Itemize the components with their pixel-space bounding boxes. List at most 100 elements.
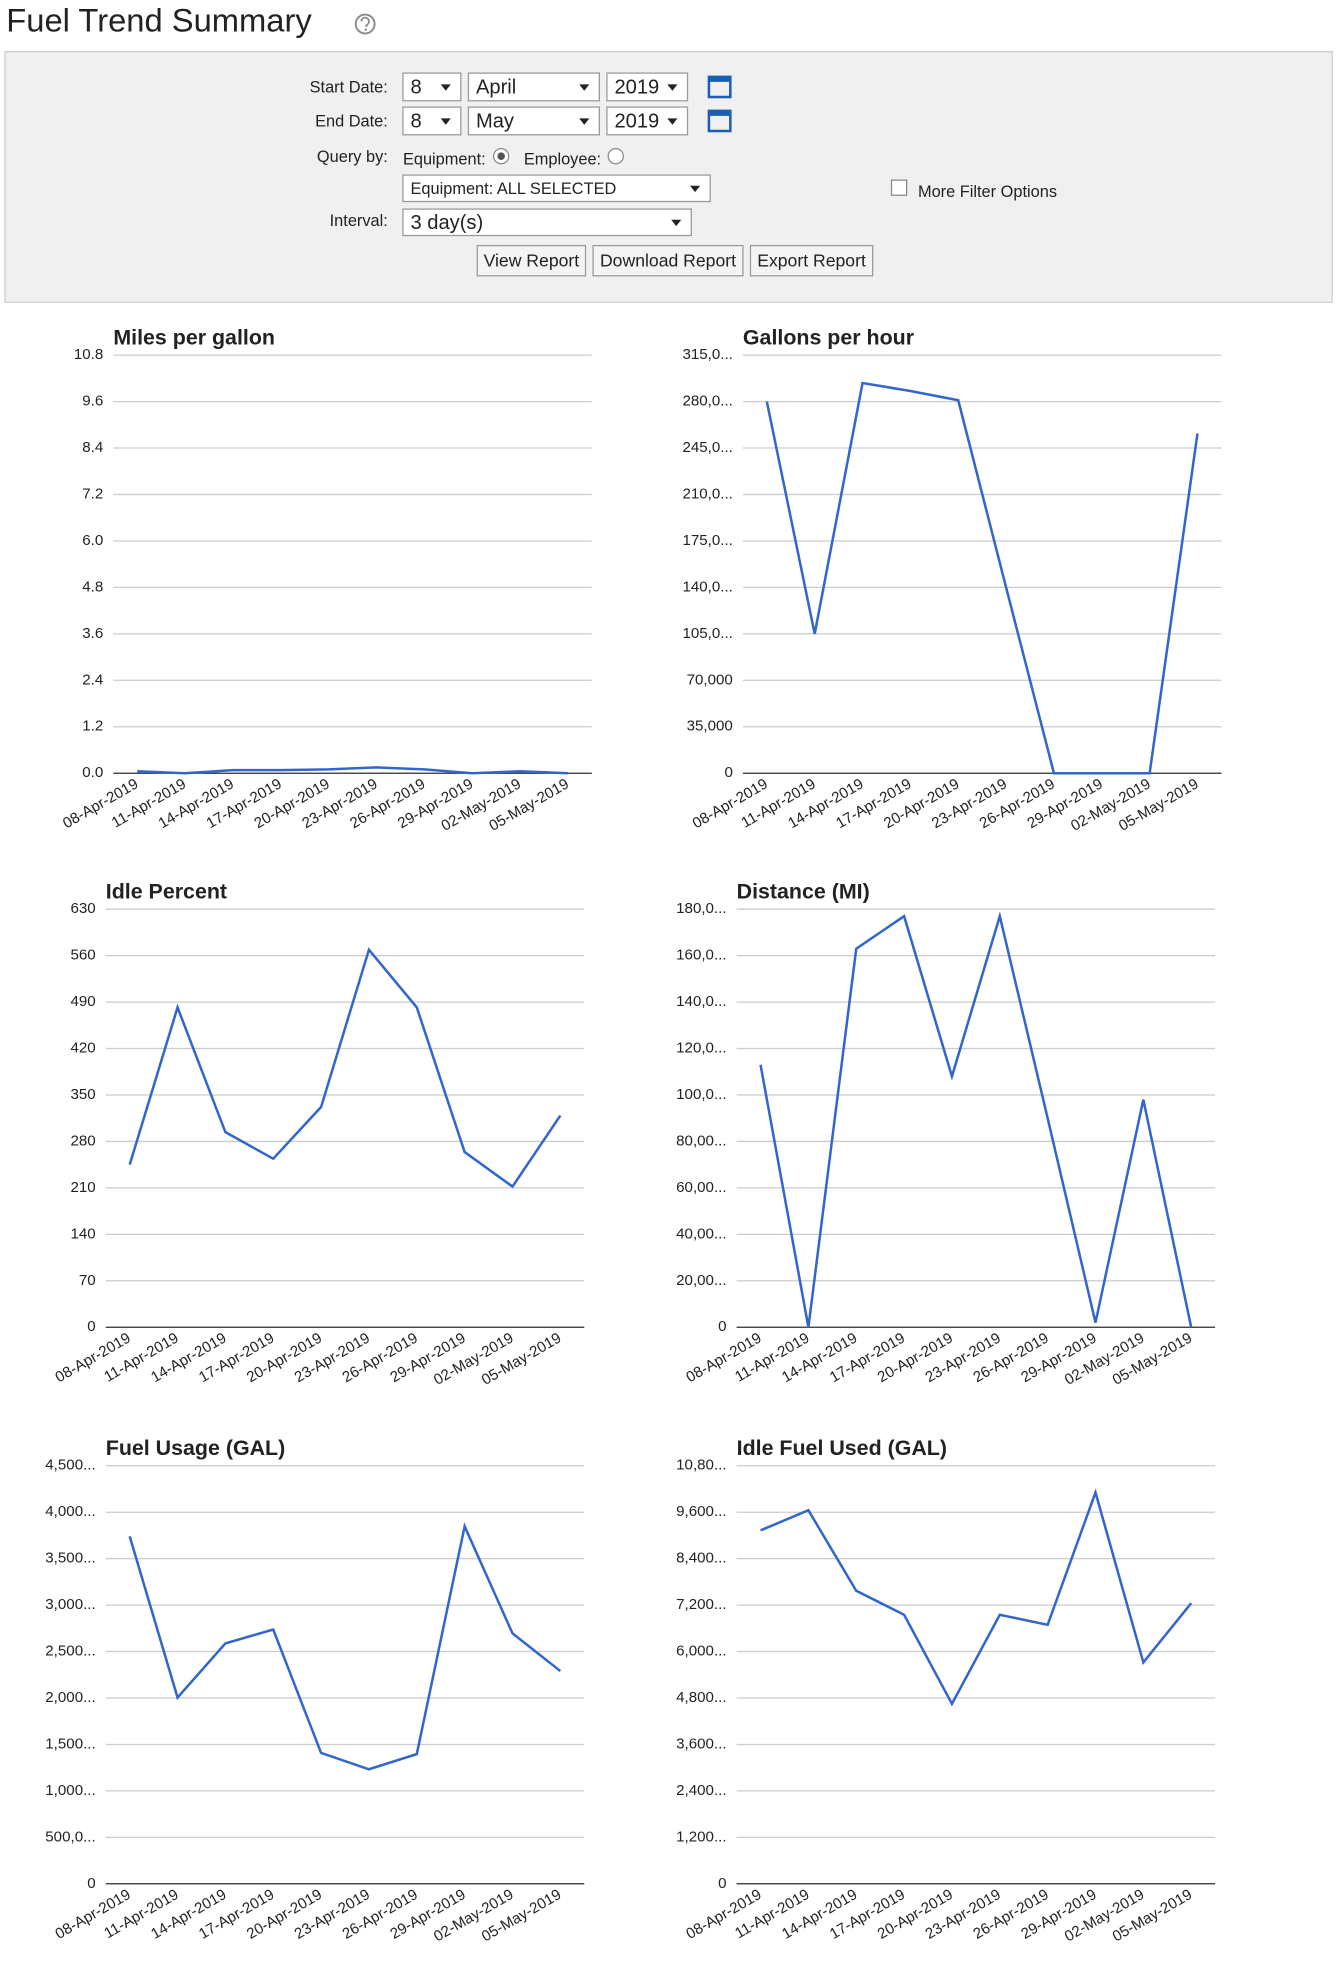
y-tick-label: 7.2 [82,485,103,502]
button[interactable]: Download Report [592,244,744,277]
checkbox-label: More Filter Options [918,183,1057,201]
y-tick-label: 8.4 [82,439,103,456]
select-value: 8 [410,77,421,99]
button-box [592,244,744,277]
y-tick-label: 1.2 [82,718,103,735]
select-box [467,106,601,136]
chart: Idle Percent0701402102803504204905606300… [52,879,585,1389]
label: Equipment: [403,150,486,168]
y-tick-label: 2,500... [45,1643,95,1660]
select-arrow [440,84,451,91]
chart-title: Gallons per hour [743,325,914,349]
button-label: Download Report [600,251,736,271]
line-series [128,1522,562,1771]
y-tick-label: 60,00... [676,1179,726,1196]
select-box [402,174,711,203]
y-tick-label: 160,0... [676,947,726,964]
y-tick-label: 180,0... [676,900,726,917]
checkbox[interactable] [890,179,908,196]
y-tick-label: 35,000 [687,718,733,735]
y-tick-label: 70,000 [687,671,733,688]
y-tick-label: 490 [70,993,95,1010]
select[interactable]: April [467,72,601,102]
line-series [759,911,1193,1328]
select-arrow [690,185,701,193]
select-arrow [579,84,590,91]
select-box [402,106,462,136]
y-tick-label: 10.8 [74,346,103,363]
chart: Distance (MI) 0 20,00... 40,00... 60,00... 80… [676,879,1216,1389]
chart: Miles per gallon 0.0 1.2 2.4 3.6 4.8 6.0 7.2 8.4… [60,325,592,835]
button[interactable]: View Report [476,244,587,277]
select[interactable]: 2019 [606,72,689,102]
button[interactable]: Export Report [749,244,874,277]
y-tick-label: 140,0... [676,993,726,1010]
select[interactable]: 3 day(s) [402,208,692,237]
label: Interval: [330,212,388,230]
chart-title: Idle Percent [106,879,227,903]
select-box [402,208,692,237]
y-tick-label: 280 [70,1132,95,1149]
select-value: 2019 [614,77,659,99]
chart-title: Distance (MI) [737,879,870,903]
calendar-icon[interactable] [707,109,732,133]
select[interactable]: 8 [402,106,462,136]
y-tick-label: 315,0... [682,346,732,363]
y-tick-label: 140 [70,1225,95,1242]
y-tick-label: 1,200... [676,1828,726,1845]
y-tick-label: 140,0... [682,578,732,595]
select-value: 3 day(s) [410,212,483,234]
y-tick-label: 6,000... [676,1643,726,1660]
help-icon[interactable] [354,13,376,35]
y-tick-label: 0 [87,1875,95,1892]
y-tick-label: 70 [79,1272,96,1289]
y-tick-label: 210 [70,1179,95,1196]
y-tick-label: 245,0... [682,439,732,456]
chart-title: Idle Fuel Used (GAL) [737,1436,947,1460]
y-tick-label: 9.6 [82,393,103,410]
y-tick-label: 560 [70,947,95,964]
button-box [749,244,874,277]
select-arrow [440,118,451,125]
button-box [476,244,587,277]
y-tick-label: 1,500... [45,1735,95,1752]
select-arrow [579,118,590,125]
y-tick-label: 4.8 [82,578,103,595]
page-title: Fuel Trend Summary [6,1,312,38]
y-tick-label: 2,400... [676,1782,726,1799]
y-tick-label: 4,000... [45,1503,95,1520]
y-tick-label: 420 [70,1040,95,1057]
y-tick-label: 280,0... [682,393,732,410]
select-arrow [667,118,678,125]
select[interactable]: May [467,106,601,136]
select[interactable]: Equipment: ALL SELECTED [402,174,711,203]
label: Start Date: [310,79,388,97]
y-tick-label: 0 [724,764,732,781]
y-tick-label: 0 [87,1318,95,1335]
select[interactable]: 2019 [606,106,689,136]
radio[interactable] [492,148,510,165]
y-tick-label: 0 [718,1318,726,1335]
select[interactable]: 8 [402,72,462,102]
y-tick-label: 9,600... [676,1503,726,1520]
y-tick-label: 105,0... [682,625,732,642]
y-tick-label: 3,500... [45,1550,95,1567]
select-box [467,72,601,102]
y-tick-label: 630 [70,900,95,917]
select-value: Equipment: ALL SELECTED [410,180,616,198]
select-arrow [667,84,678,91]
line-series [137,766,568,775]
y-tick-label: 40,00... [676,1225,726,1242]
chart-title: Fuel Usage (GAL) [106,1436,285,1460]
y-tick-label: 0.0 [82,764,103,781]
y-tick-label: 210,0... [682,485,732,502]
y-tick-label: 20,00... [676,1272,726,1289]
radio[interactable] [607,148,624,165]
y-tick-label: 3,600... [676,1735,726,1752]
y-tick-label: 120,0... [676,1040,726,1057]
select-value: April [476,77,516,99]
calendar-icon[interactable] [707,75,732,99]
select-value: 8 [410,111,421,133]
chart: Fuel Usage (GAL) 0 500,0... 1,000... 1,500..… [45,1436,585,1945]
chart: Idle Fuel Used (GAL) 0 1,200... 2,400... 3,6… [676,1436,1216,1945]
